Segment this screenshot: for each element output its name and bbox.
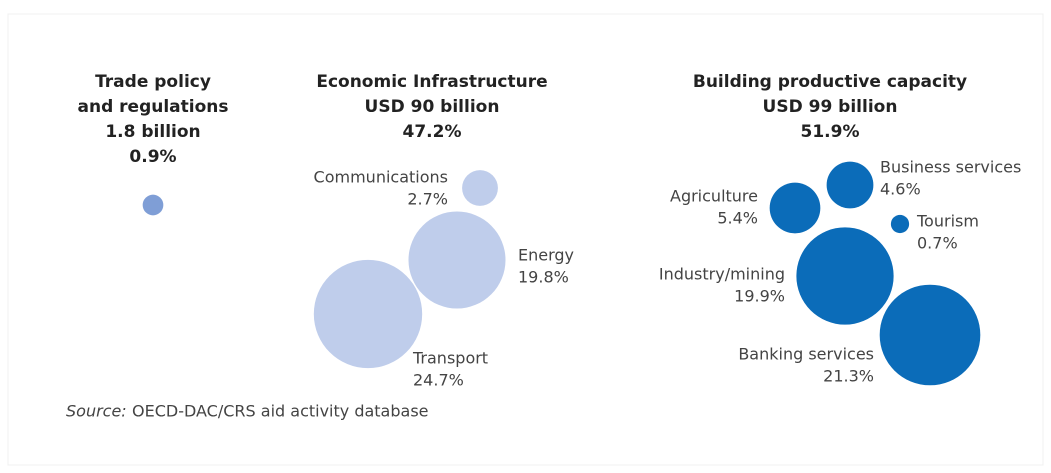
group-share: 51.9% xyxy=(801,122,860,142)
bubble-label: Banking services xyxy=(738,345,874,364)
bubble-label: Tourism xyxy=(916,212,979,231)
bubble xyxy=(313,259,423,369)
source: OECD-DAC/CRS aid activity database xyxy=(132,402,429,421)
bubble-label: Agriculture xyxy=(670,187,758,206)
bubble-value: 21.3% xyxy=(823,367,874,386)
group-share: 0.9% xyxy=(129,147,176,167)
bubble-label: Industry/mining xyxy=(659,265,785,284)
bubble-label: Transport xyxy=(412,349,488,368)
group-title: Building productive capacity xyxy=(693,72,967,92)
bubble-value: 5.4% xyxy=(717,209,758,228)
group-title: Economic Infrastructure xyxy=(316,72,547,92)
source-label: Source: xyxy=(66,402,127,421)
group-title: USD 90 billion xyxy=(365,97,500,117)
bubble-value: 2.7% xyxy=(407,190,448,209)
group-share: 47.2% xyxy=(403,122,462,142)
bubble-label: Business services xyxy=(880,158,1021,177)
bubble-value: 4.6% xyxy=(880,180,921,199)
group-title: and regulations xyxy=(78,97,229,117)
bubble xyxy=(879,284,981,386)
bubble xyxy=(826,161,874,209)
bubble-value: 24.7% xyxy=(413,371,464,390)
bubble xyxy=(890,214,910,234)
bubble xyxy=(142,194,164,216)
bubble-label: Energy xyxy=(518,246,574,265)
bubble xyxy=(769,182,821,234)
bubble xyxy=(408,211,506,309)
bubble-value: 19.9% xyxy=(734,287,785,306)
bubble-label: Communications xyxy=(314,168,448,187)
group-title: Trade policy xyxy=(95,72,211,92)
bubble xyxy=(796,227,894,325)
bubble-value: 19.8% xyxy=(518,268,569,287)
group-title: 1.8 billion xyxy=(105,122,200,142)
group-title: USD 99 billion xyxy=(763,97,898,117)
bubble xyxy=(462,170,498,206)
bubble-value: 0.7% xyxy=(917,234,958,253)
